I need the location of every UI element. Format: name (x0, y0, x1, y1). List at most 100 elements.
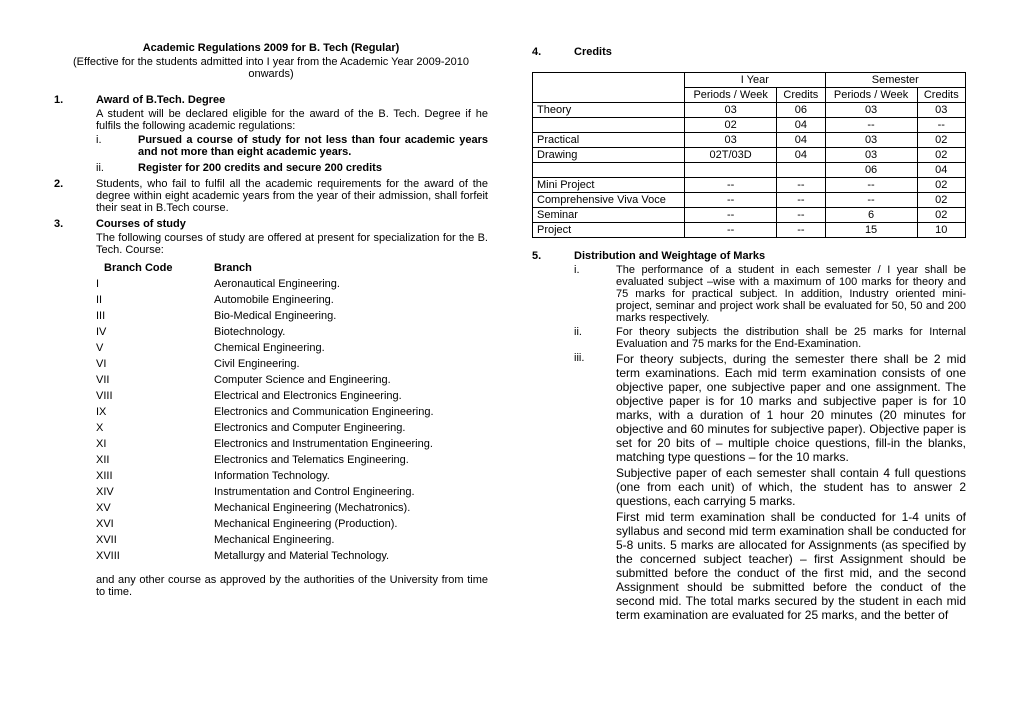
cell: 04 (917, 163, 965, 178)
cell: -- (777, 223, 825, 238)
section-1-ii: ii. Register for 200 credits and secure … (54, 162, 488, 174)
section-4-number: 4. (532, 46, 574, 58)
branch-name: Mechanical Engineering (Production). (214, 518, 488, 530)
section-3-body: The following courses of study are offer… (54, 232, 488, 256)
branch-row: IAeronautical Engineering. (96, 278, 488, 290)
section-5-iii-label: iii. (574, 352, 616, 364)
section-5-iii: iii. For theory subjects, during the sem… (532, 352, 966, 464)
row-label: Practical (533, 133, 685, 148)
branch-row: IIAutomobile Engineering. (96, 294, 488, 306)
branch-row: XIElectronics and Instrumentation Engine… (96, 438, 488, 450)
cell: 02 (917, 193, 965, 208)
branch-code: IV (96, 326, 214, 338)
page-title: Academic Regulations 2009 for B. Tech (R… (54, 42, 488, 54)
branch-row: XVIIIMetallurgy and Material Technology. (96, 550, 488, 562)
th-credits2: Credits (917, 88, 965, 103)
cell: 04 (777, 133, 825, 148)
row-label: Drawing (533, 148, 685, 163)
section-2: 2. Students, who fail to fulfil all the … (54, 178, 488, 214)
branch-table-header: Branch Code Branch (104, 262, 488, 274)
branch-code: V (96, 342, 214, 354)
cell: -- (777, 193, 825, 208)
cell: 02T/03D (685, 148, 777, 163)
section-1-number: 1. (54, 94, 96, 106)
row-label: Project (533, 223, 685, 238)
branch-row: VICivil Engineering. (96, 358, 488, 370)
section-1-i: i. Pursued a course of study for not les… (54, 134, 488, 158)
branch-code: VI (96, 358, 214, 370)
branch-row: VIIComputer Science and Engineering. (96, 374, 488, 386)
branch-row: IIIBio-Medical Engineering. (96, 310, 488, 322)
cell: 03 (685, 103, 777, 118)
page-subtitle: (Effective for the students admitted int… (54, 56, 488, 80)
branch-code: XV (96, 502, 214, 514)
th-blank (533, 73, 685, 103)
branch-row: IVBiotechnology. (96, 326, 488, 338)
branch-name: Electronics and Telematics Engineering. (214, 454, 488, 466)
cell: -- (825, 118, 917, 133)
branch-row: XIIElectronics and Telematics Engineerin… (96, 454, 488, 466)
section-5-iii-p2-row: Subjective paper of each semester shall … (532, 466, 966, 508)
branch-code: X (96, 422, 214, 434)
branch-col1-header: Branch Code (104, 262, 214, 274)
th-iyear: I Year (685, 73, 825, 88)
branch-name: Electronics and Computer Engineering. (214, 422, 488, 434)
branch-row: XIIIInformation Technology. (96, 470, 488, 482)
credits-table: I Year Semester Periods / Week Credits P… (532, 72, 966, 238)
table-row: 0204---- (533, 118, 966, 133)
section-5-i: i. The performance of a student in each … (532, 264, 966, 324)
branch-code: XVI (96, 518, 214, 530)
table-row: Comprehensive Viva Voce------02 (533, 193, 966, 208)
section-5-heading: 5. Distribution and Weightage of Marks (532, 250, 966, 262)
section-3-title: Courses of study (96, 218, 488, 230)
cell: -- (685, 223, 777, 238)
section-5-ii-text: For theory subjects the distribution sha… (616, 326, 966, 350)
branch-name: Aeronautical Engineering. (214, 278, 488, 290)
branch-name: Instrumentation and Control Engineering. (214, 486, 488, 498)
section-5-ii: ii. For theory subjects the distribution… (532, 326, 966, 350)
section-4-title: Credits (574, 46, 966, 58)
section-2-body: Students, who fail to fulfil all the aca… (96, 178, 488, 214)
table-row: Drawing02T/03D040302 (533, 148, 966, 163)
section-1-body-text: A student will be declared eligible for … (96, 108, 488, 132)
section-1-body: A student will be declared eligible for … (54, 108, 488, 132)
branch-name: Information Technology. (214, 470, 488, 482)
section-5-iii-p3: First mid term examination shall be cond… (616, 510, 966, 622)
cell (777, 163, 825, 178)
cell: 03 (825, 133, 917, 148)
cell: -- (685, 193, 777, 208)
section-1-i-text: Pursued a course of study for not less t… (138, 134, 488, 158)
cell: 06 (825, 163, 917, 178)
th-periods-week2: Periods / Week (825, 88, 917, 103)
cell: 15 (825, 223, 917, 238)
cell: 02 (917, 133, 965, 148)
section-1-ii-label: ii. (96, 162, 138, 174)
branch-row: XVMechanical Engineering (Mechatronics). (96, 502, 488, 514)
section-5-iii-p2: Subjective paper of each semester shall … (616, 466, 966, 508)
branch-row: XVIIMechanical Engineering. (96, 534, 488, 546)
branch-name: Electrical and Electronics Engineering. (214, 390, 488, 402)
branch-code: XVII (96, 534, 214, 546)
left-column: Academic Regulations 2009 for B. Tech (R… (54, 42, 488, 622)
section-1-title: Award of B.Tech. Degree (96, 94, 488, 106)
branch-code: XIV (96, 486, 214, 498)
table-row: Theory03060303 (533, 103, 966, 118)
row-label: Seminar (533, 208, 685, 223)
branch-row: IXElectronics and Communication Engineer… (96, 406, 488, 418)
section-5-iii-p1: For theory subjects, during the semester… (616, 352, 966, 464)
branch-row: XElectronics and Computer Engineering. (96, 422, 488, 434)
section-3-body-text: The following courses of study are offer… (96, 232, 488, 256)
th-credits: Credits (777, 88, 825, 103)
section-2-number: 2. (54, 178, 96, 190)
cell: 03 (825, 103, 917, 118)
table-row: Mini Project------02 (533, 178, 966, 193)
cell: 02 (917, 178, 965, 193)
cell: 03 (917, 103, 965, 118)
cell: -- (825, 178, 917, 193)
section-1-i-label: i. (96, 134, 138, 146)
branch-name: Electronics and Instrumentation Engineer… (214, 438, 488, 450)
branch-row: XVIMechanical Engineering (Production). (96, 518, 488, 530)
section-3-number: 3. (54, 218, 96, 230)
section-3-heading: 3. Courses of study (54, 218, 488, 230)
cell: 03 (685, 133, 777, 148)
